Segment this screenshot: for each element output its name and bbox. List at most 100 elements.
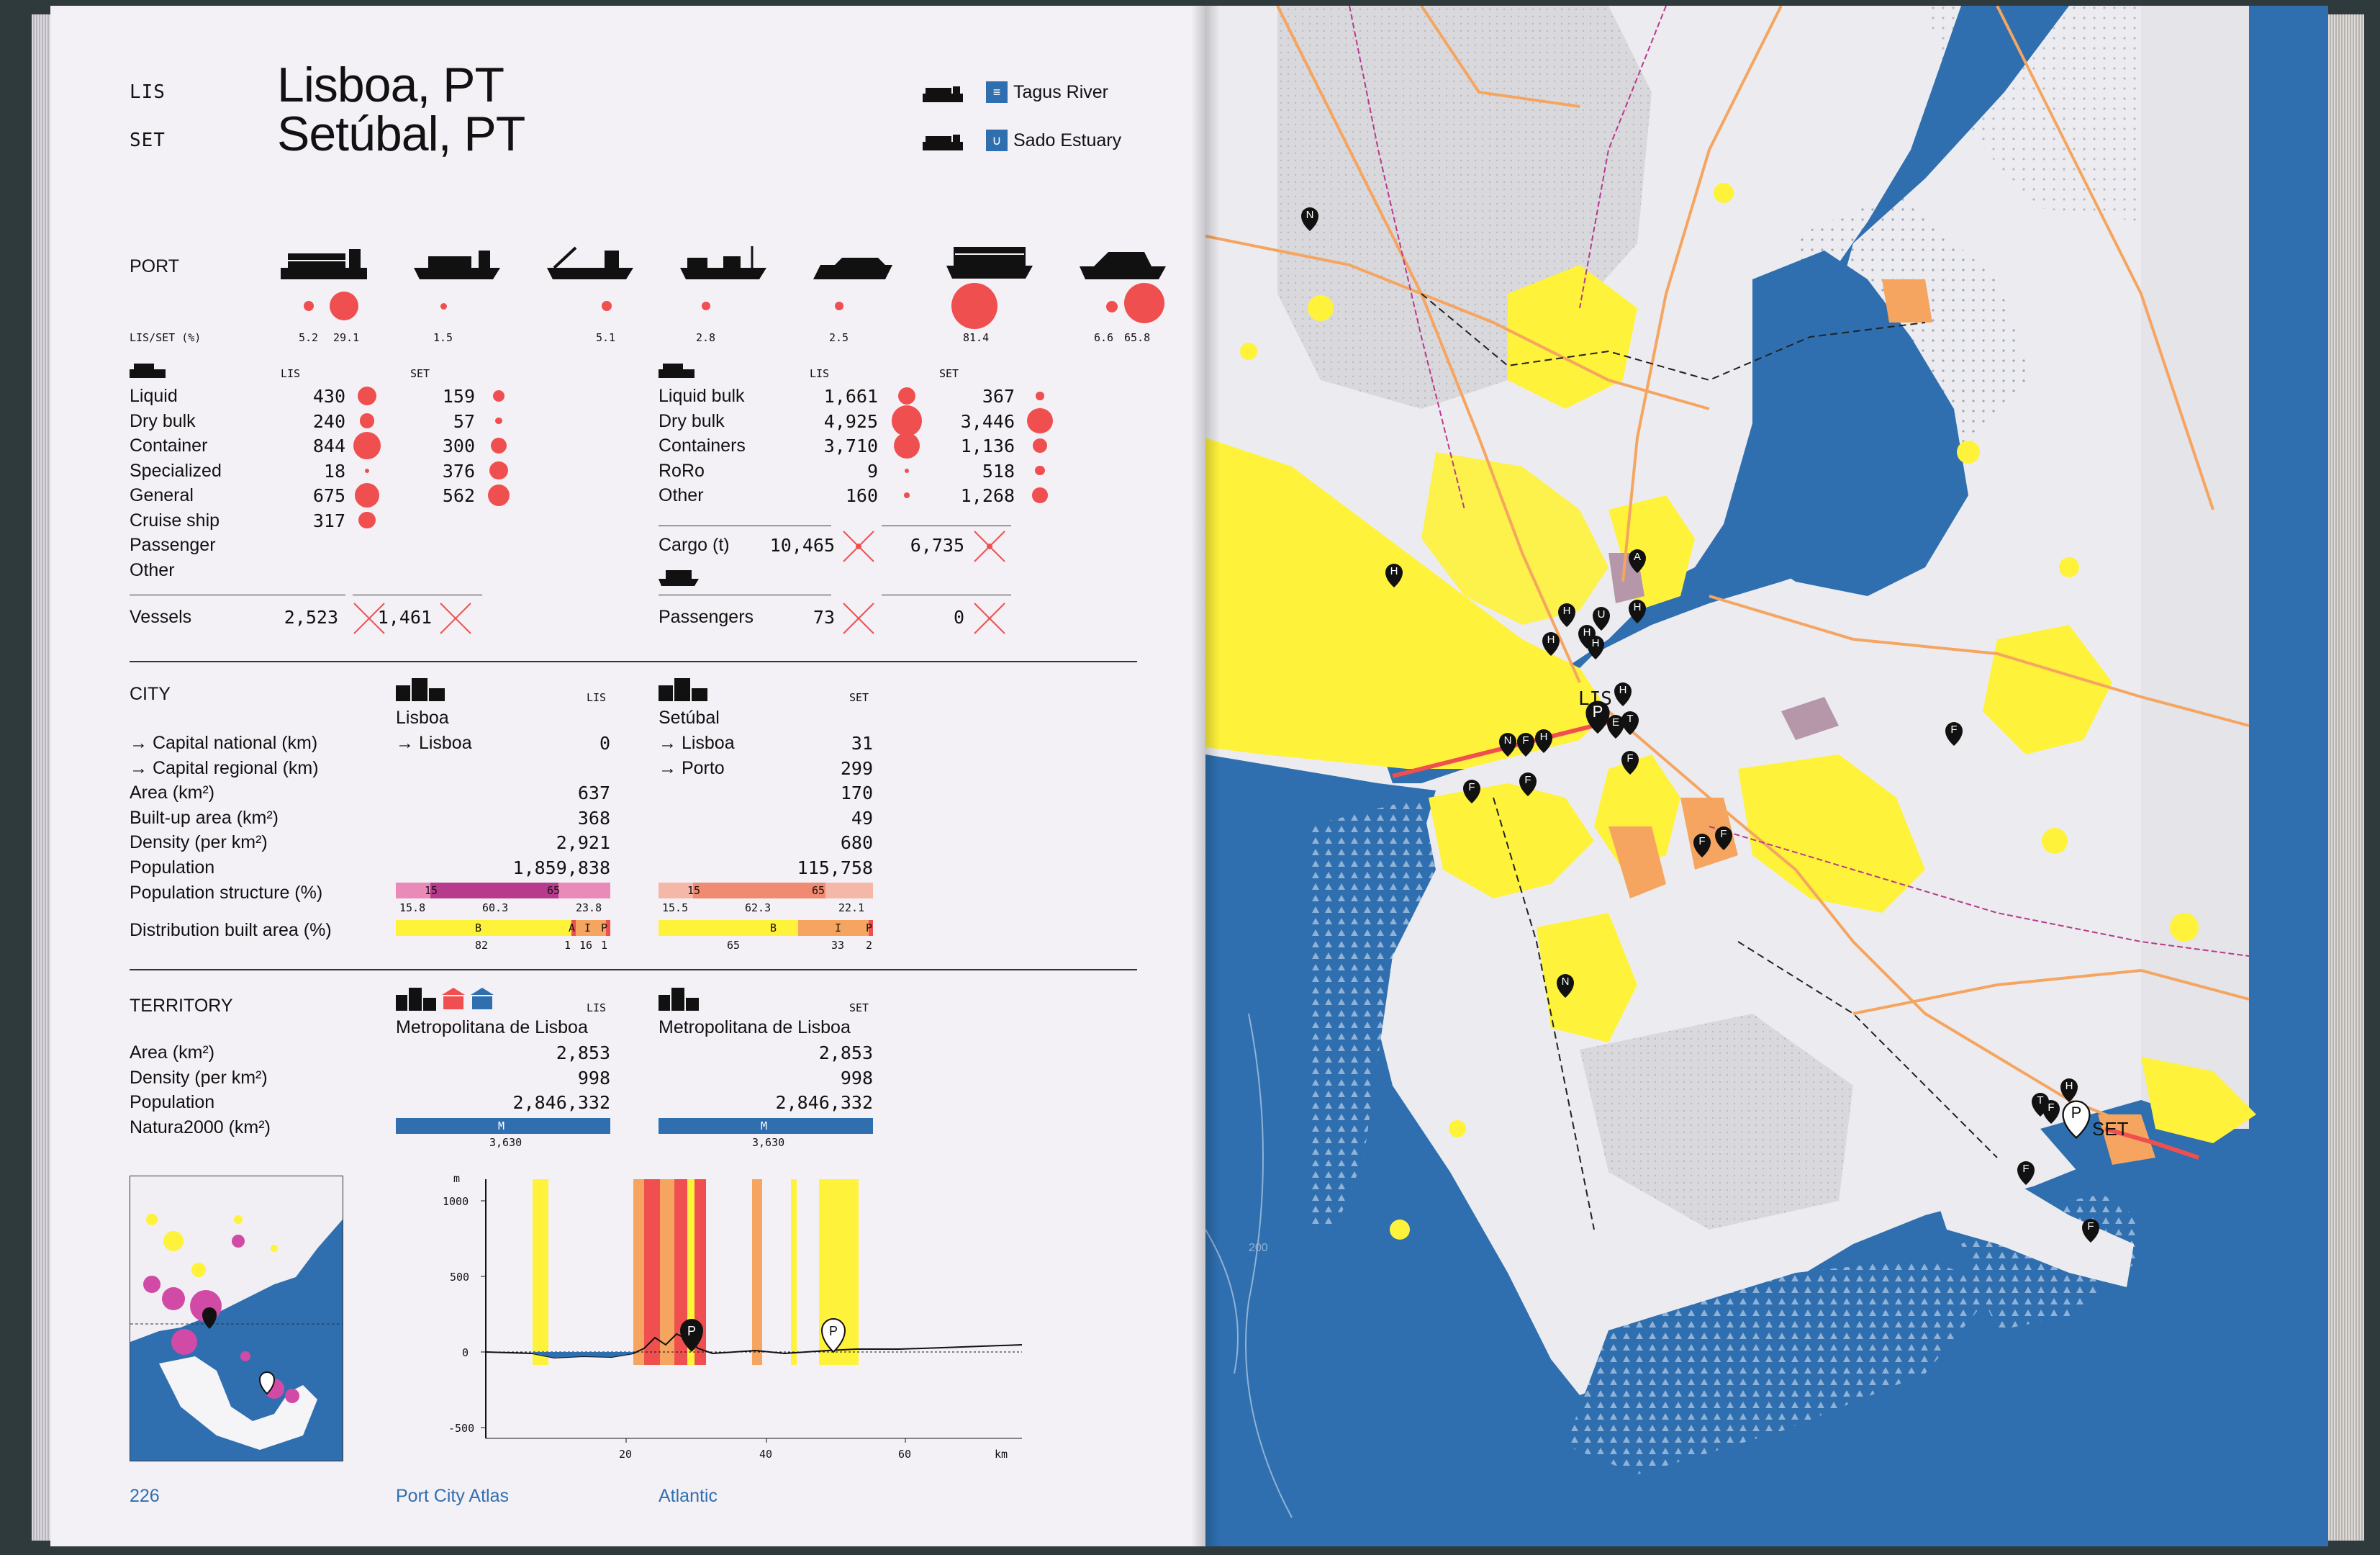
map-pin-icon: F	[2042, 1099, 2060, 1124]
vessel-count-lis: 240	[312, 410, 345, 432]
vessel-count-set: 159	[442, 386, 475, 407]
cross-mark	[843, 531, 874, 562]
dist-value: 1	[601, 939, 608, 952]
dist-mark: P	[866, 921, 873, 934]
cargo-total-lis: 10,465	[769, 535, 835, 556]
dist-mark: B	[770, 921, 777, 934]
vessel-type-label: Container	[130, 436, 208, 456]
cargo-total-set: 6,735	[910, 535, 964, 556]
natura-bar-lis	[396, 1118, 610, 1134]
footer-book-title: Port City Atlas	[396, 1486, 509, 1506]
cargo-value-set: 367	[982, 386, 1015, 407]
city-row-set-ref: → Porto	[659, 757, 725, 778]
map-pin-letter: P	[2071, 1104, 2082, 1122]
cargo-value-set: 3,446	[960, 410, 1015, 432]
map-pin-letter: N	[1503, 734, 1512, 747]
share-value: 2.5	[829, 331, 849, 344]
cargo-type-label: Dry bulk	[659, 410, 725, 431]
share-dot	[702, 302, 710, 310]
port-section-title: PORT	[130, 256, 179, 276]
city-lis-name: Lisboa	[396, 708, 449, 728]
pop-value: 23.8	[576, 901, 602, 914]
share-value: 29.1	[333, 331, 360, 344]
natura-mark: M	[498, 1119, 505, 1132]
cross-mark	[843, 603, 874, 634]
specialized-ship-icon	[547, 243, 633, 287]
section-divider	[130, 661, 1137, 662]
vessel-type-label: Passenger	[130, 535, 216, 555]
dist-mark: I	[835, 921, 842, 934]
map-pin-icon: F	[1714, 826, 1733, 851]
profile-marker: P	[687, 1324, 696, 1338]
city-lis-code: LIS	[587, 691, 607, 704]
cargo-value-set: 518	[982, 460, 1015, 482]
map-pin-icon: F	[1516, 732, 1535, 757]
pop-value: 60.3	[482, 901, 509, 914]
map-pin-icon: F	[1462, 779, 1481, 804]
roro-ship-icon	[813, 243, 900, 287]
territory-row-lis-value: 998	[577, 1067, 610, 1088]
profile-y-tick: 0	[462, 1346, 469, 1359]
map-pin-icon: H	[1542, 631, 1560, 657]
title-set: Setúbal, PT	[277, 107, 525, 161]
vessel-type-label: Liquid	[130, 386, 178, 406]
section-divider	[130, 969, 1137, 970]
passengers-set: 0	[953, 607, 964, 628]
dist-value: 16	[579, 939, 593, 952]
depth-label: 200	[1249, 1242, 1268, 1254]
dist-value: 1	[564, 939, 571, 952]
share-value: 65.8	[1124, 331, 1151, 344]
title-lis: Lisboa, PT	[277, 58, 504, 112]
map-pin-letter: H	[2065, 1080, 2073, 1092]
map-pin-letter: A	[1633, 551, 1641, 563]
dist-value: 33	[831, 939, 845, 952]
vessel-icon	[130, 362, 166, 383]
territory-section-title: TERRITORY	[130, 996, 233, 1016]
map-pin-letter: F	[1720, 828, 1727, 840]
profile-y-tick: 500	[450, 1271, 470, 1284]
vessel-dot-lis	[365, 468, 369, 473]
dist-built-label: Distribution built area (%)	[130, 920, 332, 940]
cargo-icon	[659, 362, 694, 383]
city-row-label: Area (km²)	[130, 783, 215, 803]
river-icon: ≡	[986, 81, 1008, 103]
vessel-count-lis: 18	[323, 460, 345, 482]
territory-row-label: Natura2000 (km²)	[130, 1117, 271, 1137]
map-pin-icon: H	[1614, 682, 1632, 707]
vessel-count-lis: 430	[312, 386, 345, 407]
vessel-type-label: Other	[130, 559, 175, 580]
vessel-count-set: 376	[442, 460, 475, 482]
territory-lis-code: LIS	[587, 1001, 607, 1014]
city-row-set-value: 170	[840, 783, 873, 803]
map-pin-icon: N	[1300, 207, 1319, 232]
profile-y-tick: 1000	[443, 1195, 469, 1208]
city-row-lis-ref: → Lisboa	[396, 733, 472, 753]
map-pin-letter: H	[1619, 684, 1627, 696]
city-icon	[659, 675, 709, 705]
cargo-dot-set	[1027, 407, 1053, 434]
map-pin-icon: F	[2081, 1218, 2100, 1243]
share-dot	[602, 301, 612, 311]
map-pin-letter: P	[1592, 703, 1603, 721]
share-label: LIS/SET (%)	[130, 331, 202, 344]
vessel-type-label: Dry bulk	[130, 410, 196, 431]
map-pin-icon: H	[1385, 563, 1403, 588]
vessels-total-set: 1,461	[377, 607, 432, 628]
elevation-profile: P P	[396, 1165, 1029, 1482]
city-row-label: → Capital national (km)	[130, 733, 318, 753]
share-value: 5.1	[596, 331, 616, 344]
vessel-dot-lis	[358, 511, 376, 529]
mini-map	[130, 1176, 343, 1461]
vessel-dot-set	[489, 461, 508, 480]
vessels-total-lis: 2,523	[284, 607, 338, 628]
territory-row-label: Area (km²)	[130, 1042, 215, 1063]
territory-lis-name: Metropolitana de Lisboa	[396, 1017, 588, 1037]
cargo-dot-lis	[904, 492, 910, 498]
cargo-value-lis: 4,925	[823, 410, 878, 432]
map-pin-letter: F	[1524, 774, 1531, 786]
vessels-lis-header: LIS	[281, 367, 301, 380]
map-pin-icon: H	[1534, 729, 1553, 754]
pop-value: 22.1	[838, 901, 865, 914]
map-pin-letter: F	[1522, 734, 1529, 747]
water-set: Sado Estuary	[1013, 130, 1122, 150]
